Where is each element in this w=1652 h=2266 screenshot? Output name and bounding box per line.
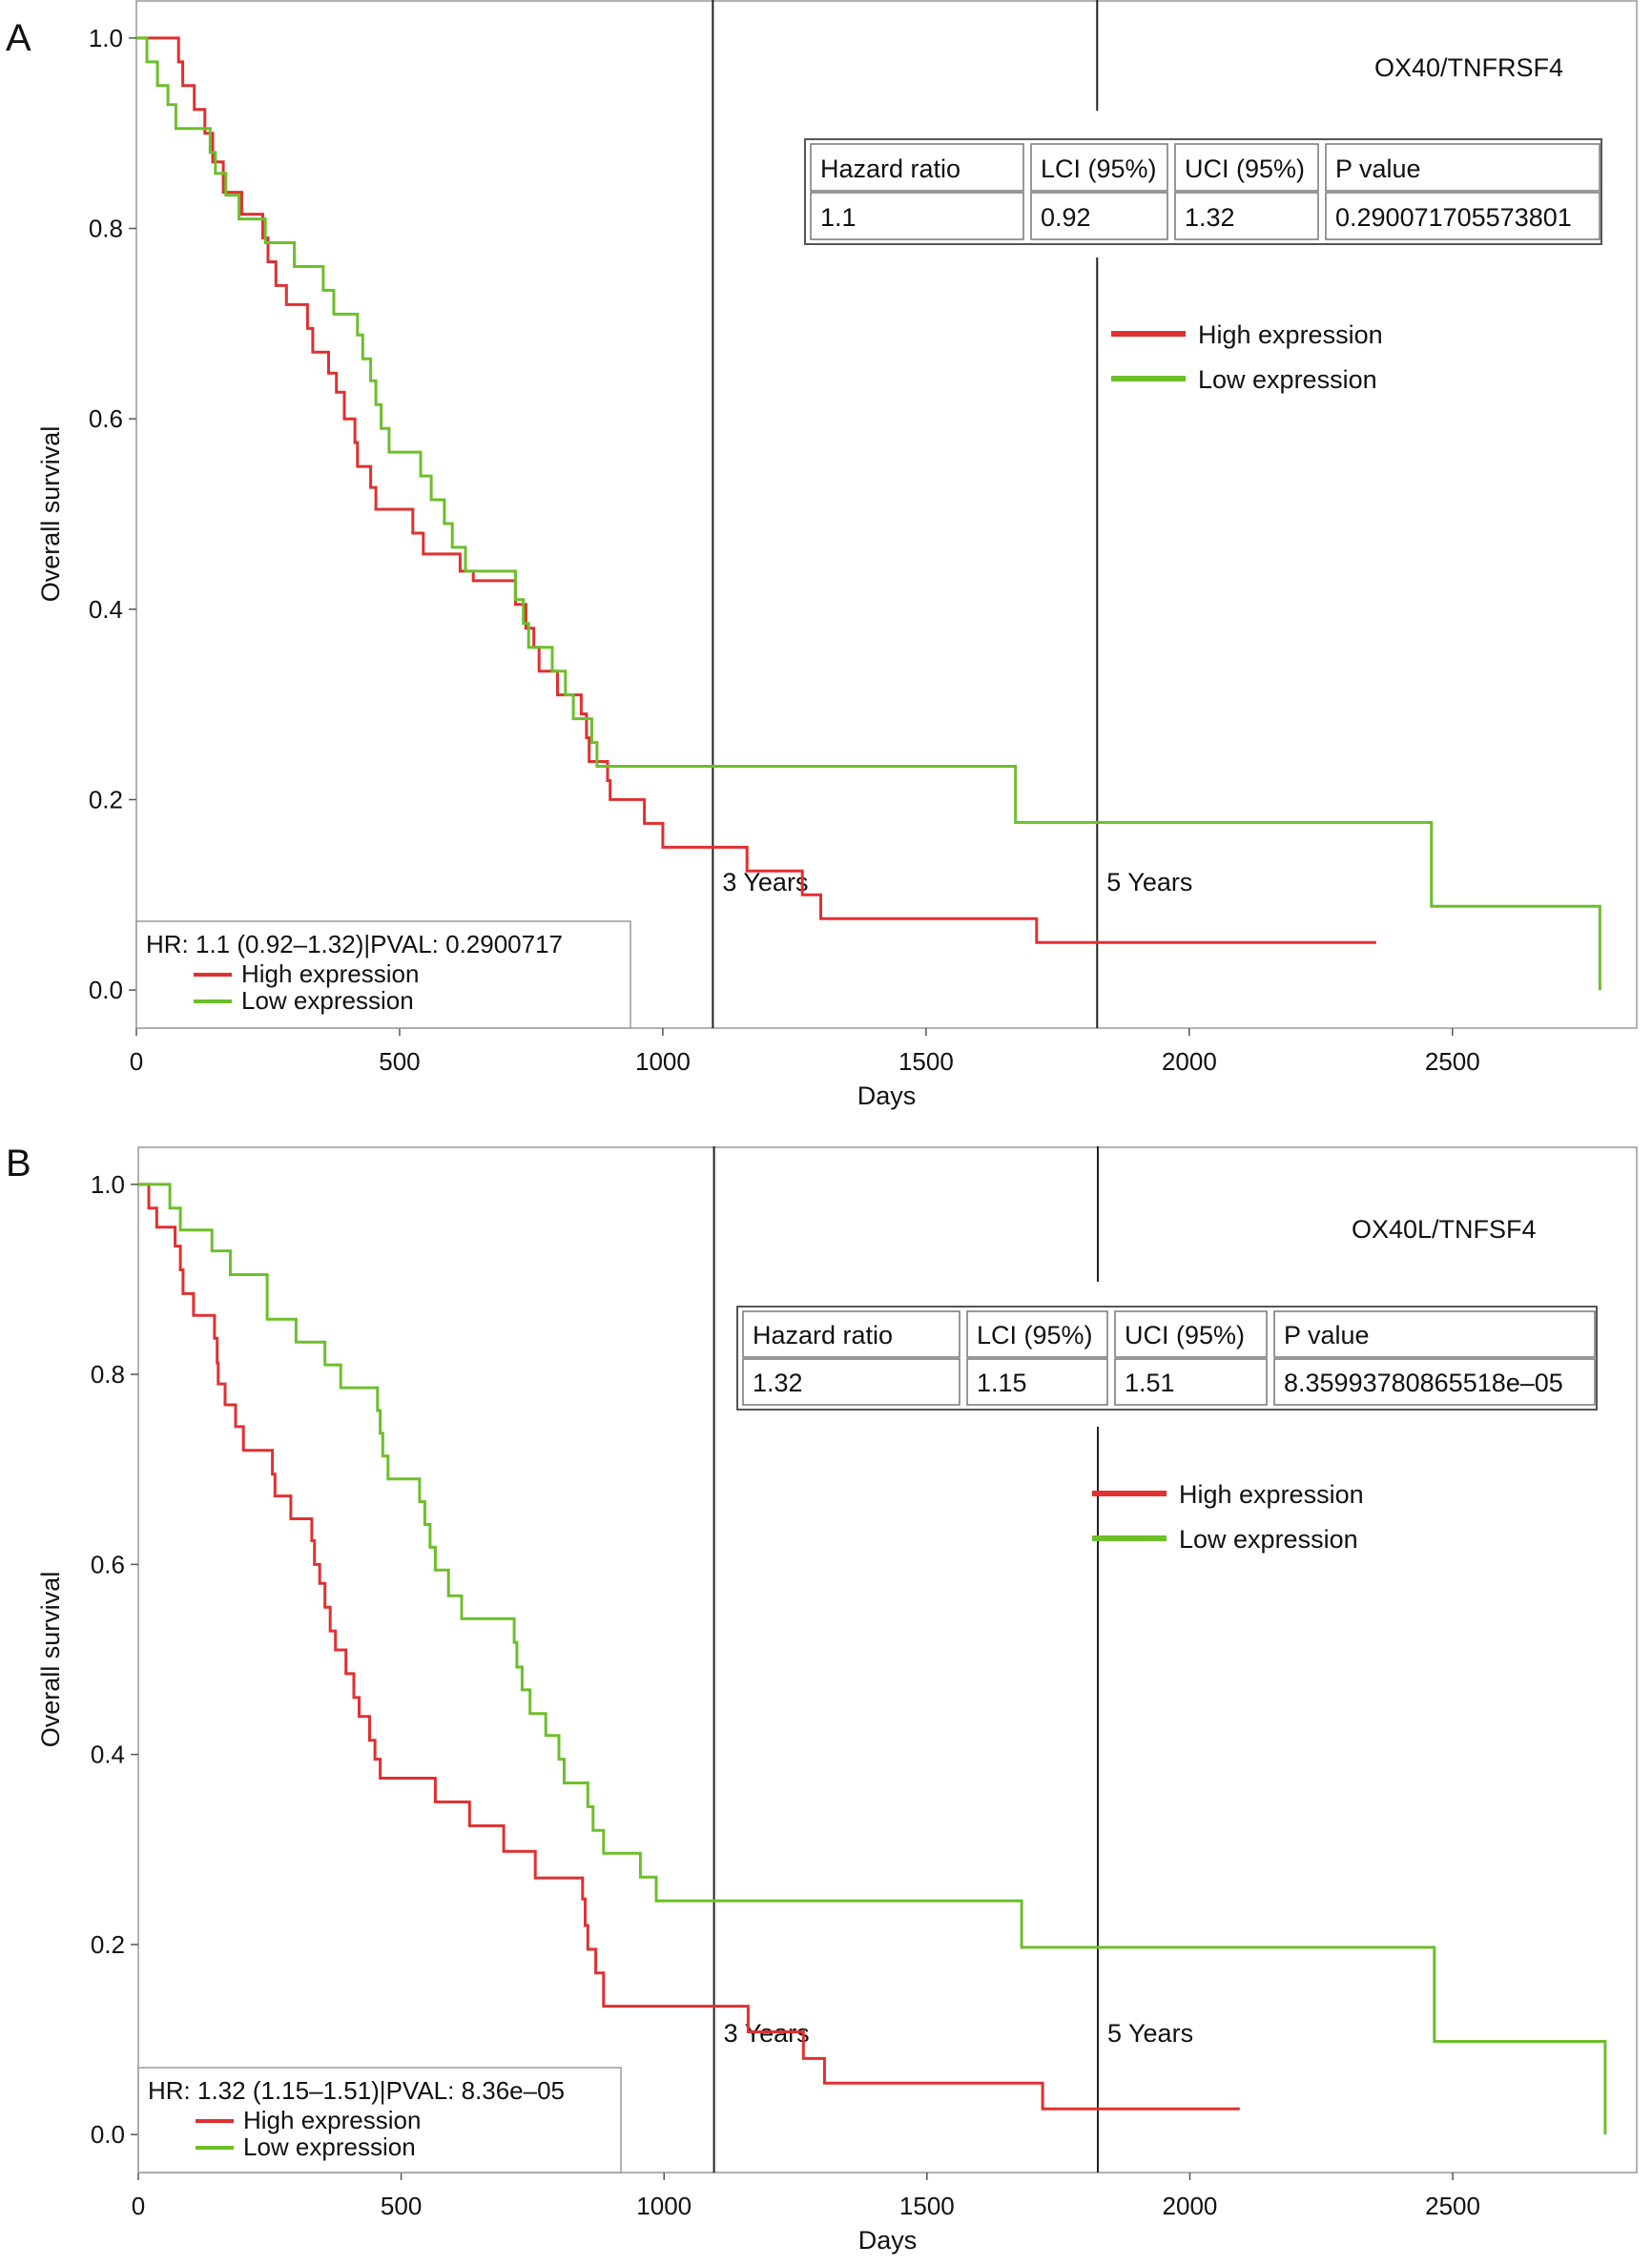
panel-b-label: B xyxy=(6,1143,31,1184)
panel-a-label: A xyxy=(6,17,31,59)
stats-cell-a xyxy=(1030,143,1168,192)
plot-group-a: 0.0 0.2 0.4 0.6 0.8 1.0 0 500 1000 1500 2000 2500 Da… xyxy=(36,0,1638,1110)
stats-cell-b xyxy=(1273,1358,1596,1406)
stats-cell-a xyxy=(810,192,1024,240)
stats-header-cell-b: Hazard ratio xyxy=(753,1321,893,1349)
x-tick-label-b: 500 xyxy=(381,2192,422,2220)
y-axis-label-b: Overall survival xyxy=(36,1572,65,1748)
y-tick-label-a: 0.4 xyxy=(89,595,123,624)
y-tick-label-b: 0.2 xyxy=(91,1930,125,1959)
stats-cell-a xyxy=(1174,192,1319,240)
stats-value-cell-a: 0.290071705573801 xyxy=(1335,203,1572,232)
legend-label-high-a: High expression xyxy=(1198,320,1383,349)
stats-header-cell-a: LCI (95%) xyxy=(1041,154,1157,183)
stats-cell-b xyxy=(1114,1310,1268,1358)
hr-legend-label-high-a: High expression xyxy=(241,959,419,988)
ref-line-label-a: 5 Years xyxy=(1106,868,1192,896)
stats-cell-a xyxy=(1325,192,1600,240)
y-tick-label-b: 1.0 xyxy=(91,1170,125,1199)
stats-value-cell-a: 0.92 xyxy=(1041,203,1091,232)
ref-line-label-b: 5 Years xyxy=(1107,2019,1193,2048)
gene-title-a: OX40/TNFRSF4 xyxy=(1374,53,1563,82)
stats-cell-a xyxy=(1325,143,1600,192)
x-axis-label-b: Days xyxy=(858,2226,918,2255)
y-tick-label-b: 0.6 xyxy=(91,1550,125,1578)
ref-line-label-a: 3 Years xyxy=(722,868,808,896)
stats-header-cell-b: LCI (95%) xyxy=(977,1321,1093,1349)
x-tick-label-b: 1500 xyxy=(899,2192,955,2220)
x-tick-label-a: 2500 xyxy=(1425,1047,1480,1076)
stats-header-cell-a: Hazard ratio xyxy=(820,154,960,183)
stats-table-a: Hazard ratio LCI (95%) UCI (95%) P value 1.1… xyxy=(804,138,1602,245)
x-tick-label-b: 0 xyxy=(132,2192,145,2220)
plot-frame-a xyxy=(135,0,1638,1029)
stats-cell-a xyxy=(1030,192,1168,240)
stats-header-cell-a: P value xyxy=(1335,154,1421,183)
y-tick-label-a: 1.0 xyxy=(89,24,123,52)
stats-value-cell-b: 1.51 xyxy=(1125,1369,1175,1397)
stats-value-cell-a: 1.1 xyxy=(820,203,857,232)
stats-value-cell-b: 8.35993780865518e–05 xyxy=(1284,1369,1563,1397)
stats-cell-a xyxy=(1174,143,1319,192)
x-tick-label-a: 1000 xyxy=(635,1047,691,1076)
y-tick-label-b: 0.4 xyxy=(91,1741,125,1769)
hr-legend-text-a: HR: 1.1 (0.92–1.32)|PVAL: 0.2900717 xyxy=(146,930,563,958)
hr-legend-label-low-b: Low expression xyxy=(243,2132,416,2161)
stats-cell-b xyxy=(966,1358,1108,1406)
y-tick-label-a: 0.2 xyxy=(89,785,123,814)
x-tick-label-a: 2000 xyxy=(1162,1047,1217,1076)
plot-group-b: 0.0 0.2 0.4 0.6 0.8 1.0 0 500 1000 1500 2000 2500 Da… xyxy=(36,1146,1638,2255)
stats-value-cell-b: 1.32 xyxy=(753,1369,803,1397)
hr-legend-label-low-a: Low expression xyxy=(241,986,414,1015)
x-tick-label-b: 1000 xyxy=(636,2192,692,2220)
legend-label-low-a: Low expression xyxy=(1198,365,1377,394)
hr-legend-text-b: HR: 1.32 (1.15–1.51)|PVAL: 8.36e–05 xyxy=(148,2076,565,2105)
stats-cell-b xyxy=(742,1310,960,1358)
stats-value-cell-b: 1.15 xyxy=(977,1369,1027,1397)
stats-cell-b xyxy=(1273,1310,1596,1358)
stats-cell-b xyxy=(1114,1358,1268,1406)
curve-low-expression-a xyxy=(136,36,1601,991)
curve-low-expression-b xyxy=(138,1183,1607,2135)
legend-label-low-b: Low expression xyxy=(1179,1525,1358,1554)
stats-cell-b xyxy=(966,1310,1108,1358)
y-tick-label-a: 0.6 xyxy=(89,404,123,433)
stats-cell-b xyxy=(742,1358,960,1406)
hr-legend-label-high-b: High expression xyxy=(243,2106,421,2134)
stats-cell-a xyxy=(810,143,1024,192)
x-tick-label-a: 0 xyxy=(130,1047,143,1076)
y-axis-label-a: Overall survival xyxy=(36,426,65,603)
x-tick-label-a: 1500 xyxy=(898,1047,954,1076)
stats-header-cell-a: UCI (95%) xyxy=(1185,154,1305,183)
curve-high-expression-a xyxy=(136,36,1376,944)
stats-header-cell-b: UCI (95%) xyxy=(1125,1321,1245,1349)
x-tick-label-b: 2000 xyxy=(1163,2192,1218,2220)
stats-value-cell-a: 1.32 xyxy=(1185,203,1235,232)
stats-table-b: Hazard ratio LCI (95%) UCI (95%) P value 1.3… xyxy=(736,1306,1598,1411)
y-tick-label-b: 0.8 xyxy=(91,1360,125,1389)
y-tick-label-a: 0.8 xyxy=(89,215,123,243)
x-tick-label-a: 500 xyxy=(379,1047,420,1076)
plot-frame-b xyxy=(137,1146,1638,2173)
gene-title-b: OX40L/TNFSF4 xyxy=(1352,1215,1537,1244)
legend-label-high-b: High expression xyxy=(1179,1480,1364,1509)
y-tick-label-b: 0.0 xyxy=(91,2120,125,2149)
x-axis-label-a: Days xyxy=(857,1082,917,1110)
curve-high-expression-b xyxy=(138,1183,1240,2111)
y-tick-label-a: 0.0 xyxy=(89,976,123,1004)
x-tick-label-b: 2500 xyxy=(1425,2192,1480,2220)
stats-header-cell-b: P value xyxy=(1284,1321,1370,1349)
